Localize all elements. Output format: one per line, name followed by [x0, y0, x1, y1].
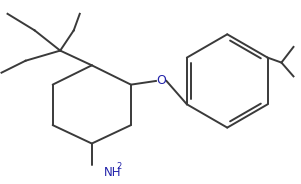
Text: 2: 2 [117, 162, 122, 171]
Text: O: O [156, 75, 166, 87]
Text: NH: NH [104, 166, 121, 178]
